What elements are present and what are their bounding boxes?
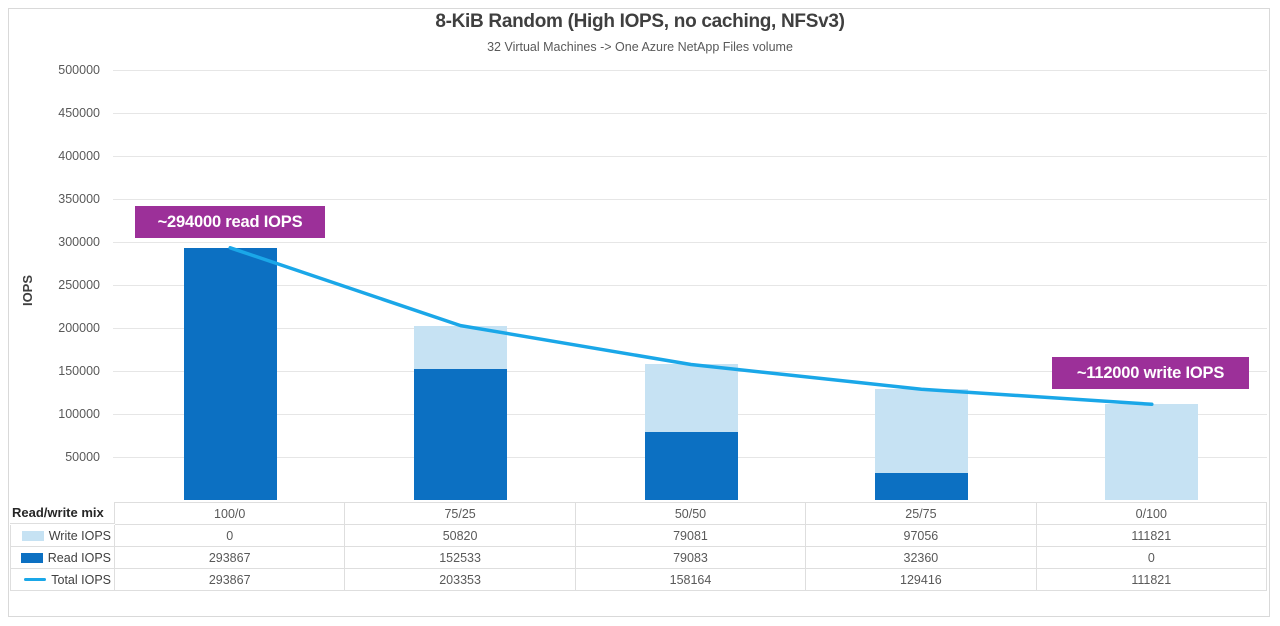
- category-cell: 75/25: [345, 502, 576, 525]
- value-cell: 152533: [345, 547, 576, 569]
- legend-cell-read-iops: Read IOPS: [10, 547, 115, 569]
- value-cell: 0: [115, 525, 346, 547]
- legend-swatch-total-iops: [24, 578, 47, 581]
- y-tick-label: 50000: [65, 449, 100, 464]
- gridline: [113, 199, 1267, 200]
- legend-label: Total IOPS: [51, 572, 111, 587]
- y-tick-label: 450000: [58, 105, 100, 120]
- y-tick-label: 350000: [58, 191, 100, 206]
- bar-segment-read: [874, 472, 968, 501]
- legend-cell-write-iops: Write IOPS: [10, 525, 115, 547]
- y-tick-label: 400000: [58, 148, 100, 163]
- chart-subtitle: 32 Virtual Machines -> One Azure NetApp …: [487, 40, 793, 54]
- value-cell: 129416: [806, 569, 1037, 591]
- bar-segment-write: [1105, 404, 1199, 501]
- bar-segment-read: [183, 247, 277, 501]
- y-tick-label: 100000: [58, 406, 100, 421]
- table-row-header: Read/write mix: [10, 502, 115, 524]
- bar-segment-write: [644, 364, 738, 433]
- category-cell: 0/100: [1036, 502, 1267, 525]
- annotation-read-iops: ~294000 read IOPS: [135, 206, 325, 238]
- bar-segment-write: [414, 325, 508, 370]
- y-tick-label: 200000: [58, 320, 100, 335]
- category-cell: 25/75: [806, 502, 1037, 525]
- chart-title: 8-KiB Random (High IOPS, no caching, NFS…: [435, 11, 845, 32]
- category-cell: 100/0: [115, 502, 346, 525]
- legend-label: Write IOPS: [48, 528, 111, 543]
- value-cell: 50820: [345, 525, 576, 547]
- value-cell: 203353: [345, 569, 576, 591]
- gridline: [113, 285, 1267, 286]
- bar-segment-write: [874, 389, 968, 473]
- data-table: Read/write mix 100/0 75/25 50/50 25/75 0/100 W…: [10, 502, 1267, 591]
- value-cell: 97056: [806, 525, 1037, 547]
- legend-swatch-read-iops: [20, 552, 43, 563]
- y-tick-label: 250000: [58, 277, 100, 292]
- value-cell: 32360: [806, 547, 1037, 569]
- value-cell: 79081: [575, 525, 807, 547]
- y-tick-label: 150000: [58, 363, 100, 378]
- value-cell: 111821: [1036, 525, 1267, 547]
- value-cell: 0: [1036, 547, 1267, 569]
- legend-cell-total-iops: Total IOPS: [10, 569, 115, 591]
- gridline: [113, 156, 1267, 157]
- value-cell: 158164: [575, 569, 807, 591]
- value-cell: 293867: [115, 569, 346, 591]
- gridline: [113, 328, 1267, 329]
- y-tick-label: 500000: [58, 62, 100, 77]
- legend-label: Read IOPS: [47, 550, 111, 565]
- value-cell: 79083: [575, 547, 807, 569]
- legend-swatch-write-iops: [21, 530, 44, 541]
- gridline: [113, 113, 1267, 114]
- y-tick-label: 300000: [58, 234, 100, 249]
- gridline: [113, 70, 1267, 71]
- value-cell: 293867: [115, 547, 346, 569]
- chart-frame-border: [8, 8, 1270, 617]
- annotation-write-iops: ~112000 write IOPS: [1052, 357, 1249, 389]
- gridline: [113, 242, 1267, 243]
- value-cell: 111821: [1036, 569, 1267, 591]
- bar-segment-read: [644, 432, 738, 501]
- bar-segment-read: [414, 369, 508, 501]
- category-cell: 50/50: [575, 502, 807, 525]
